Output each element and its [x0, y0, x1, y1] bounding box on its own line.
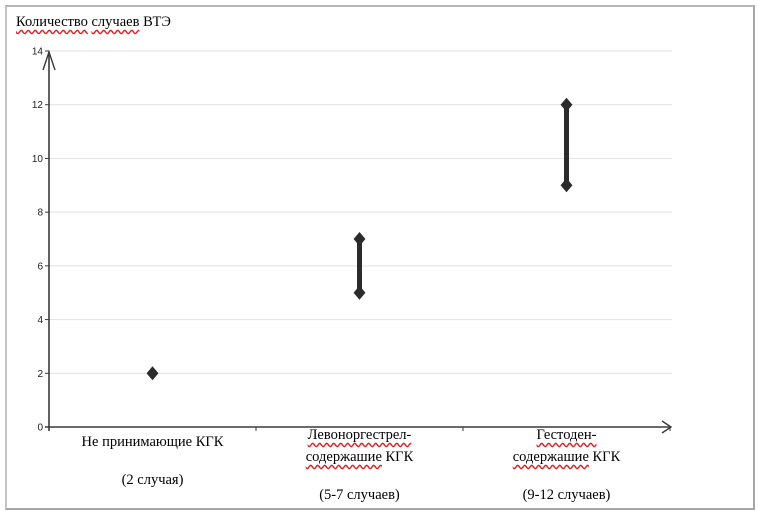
x-axis-arrow-icon [661, 420, 673, 434]
category-label: Не принимающие КГК (2 случая) [53, 431, 253, 491]
y-tick-label: 6 [37, 261, 43, 272]
title-word-2: случаев [91, 14, 140, 30]
chart-title: Количество случаев ВТЭ [16, 14, 171, 31]
y-tick-label: 8 [37, 208, 43, 219]
category-name-line1: Левоноргестрел- [307, 427, 412, 443]
diamond-marker [146, 366, 159, 381]
category-name-line1: Гестоден- [536, 427, 597, 443]
category-label: Гестоден-содержашие КГК (9-12 случаев) [467, 424, 667, 506]
category-count-note: (9-12 случаев) [522, 487, 611, 503]
title-word-1: Количество [16, 14, 88, 30]
category-count-note: (5-7 случаев) [319, 487, 400, 503]
category-name-line1: Не принимающие КГК [81, 434, 224, 450]
diamond-marker [560, 97, 573, 112]
diamond-marker [560, 178, 573, 193]
diamond-marker [353, 232, 366, 246]
y-axis-arrow-icon [42, 49, 56, 71]
chart-frame [5, 5, 755, 510]
y-tick-label: 0 [37, 423, 43, 434]
y-tick-label: 2 [37, 369, 43, 380]
y-tick-label: 12 [32, 100, 44, 111]
diamond-marker [353, 285, 366, 300]
title-word-3: ВТЭ [143, 14, 171, 30]
y-tick-label: 4 [37, 315, 43, 326]
category-name-line2: содержашие КГК [512, 449, 621, 465]
category-label: Левоноргестрел-содержашие КГК (5-7 случае… [260, 424, 460, 506]
category-count-note: (2 случая) [121, 472, 184, 488]
category-name-line2: содержашие КГК [305, 449, 414, 465]
y-tick-label: 14 [32, 47, 44, 58]
y-tick-label: 10 [32, 154, 44, 165]
